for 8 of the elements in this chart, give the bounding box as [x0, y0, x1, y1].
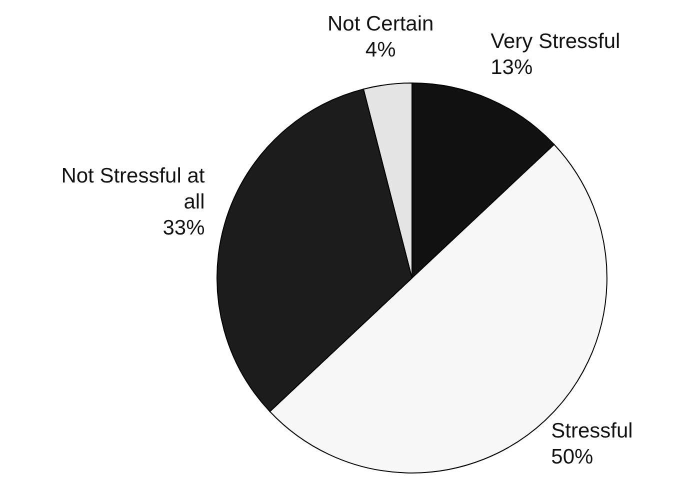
data-label: 33% [162, 216, 205, 240]
data-label: 13% [490, 56, 533, 79]
slice-label: Stressful [551, 419, 633, 442]
slice-label: Not Stressful at all [61, 164, 205, 214]
slice-label: Not Certain [327, 12, 434, 36]
slice-label: Very Stressful [490, 30, 620, 53]
data-label: 4% [365, 38, 396, 62]
data-label: 50% [551, 445, 594, 468]
